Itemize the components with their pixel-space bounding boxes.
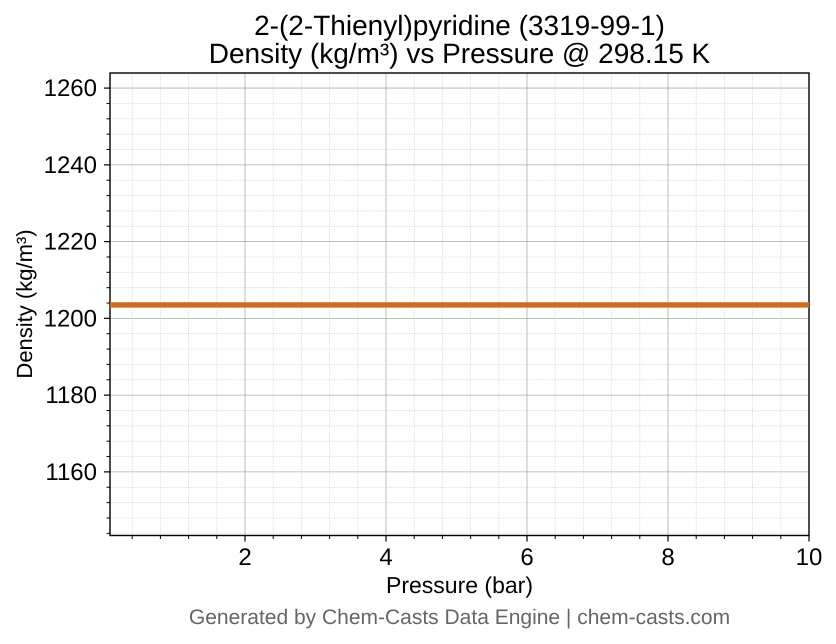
svg-text:1180: 1180 bbox=[45, 382, 97, 409]
svg-text:1260: 1260 bbox=[44, 75, 97, 102]
svg-text:10: 10 bbox=[796, 544, 823, 571]
svg-text:6: 6 bbox=[520, 544, 533, 571]
svg-text:2: 2 bbox=[238, 544, 251, 571]
svg-text:1220: 1220 bbox=[44, 229, 97, 256]
svg-text:Density (kg/m³): Density (kg/m³) bbox=[12, 229, 37, 378]
svg-text:8: 8 bbox=[661, 544, 674, 571]
svg-text:1240: 1240 bbox=[44, 152, 97, 179]
svg-text:4: 4 bbox=[379, 544, 392, 571]
svg-text:1200: 1200 bbox=[44, 305, 97, 332]
svg-text:1160: 1160 bbox=[45, 459, 97, 486]
